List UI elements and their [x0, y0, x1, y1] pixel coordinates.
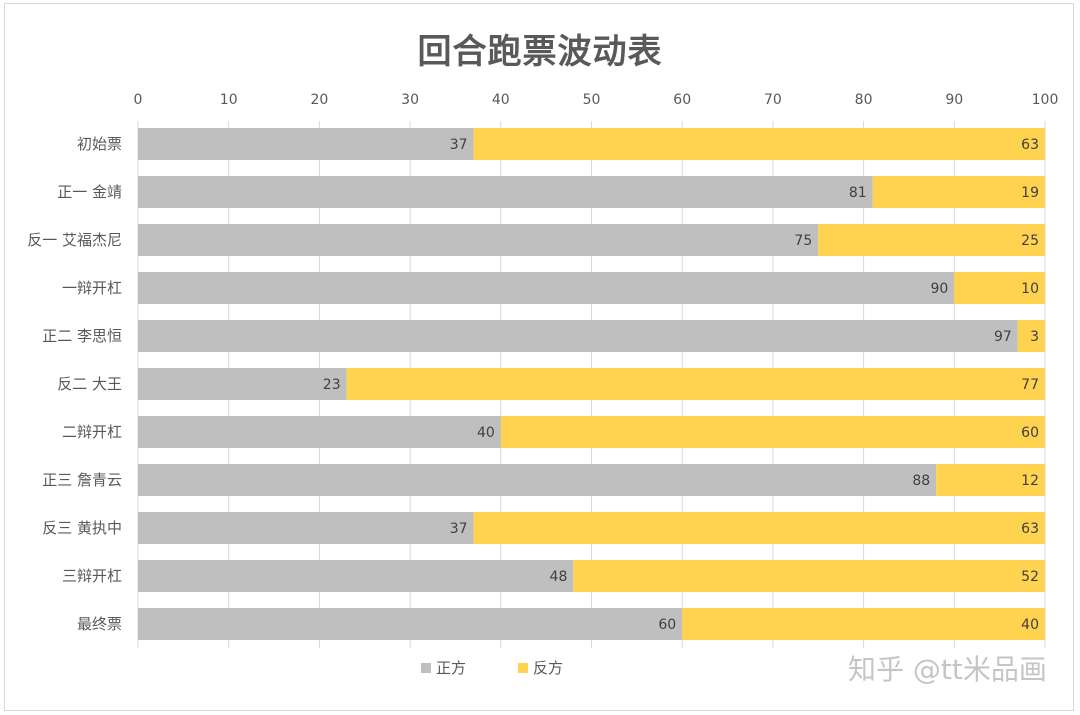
x-tick-label: 10: [220, 92, 238, 108]
bar-fanfang: [818, 224, 1045, 256]
x-tick-labels: 0 10 20 30 40 50 60 70 80 90 100: [134, 92, 1059, 108]
data-label-fanfang: 10: [1021, 281, 1039, 297]
watermark: 知乎 @tt米品画: [848, 653, 1047, 686]
bar-zhengfang: [138, 464, 937, 496]
data-label-zhengfang: 23: [323, 377, 341, 393]
bar-zhengfang: [138, 128, 474, 160]
x-tick-label: 90: [945, 92, 963, 108]
data-label-zhengfang: 40: [477, 425, 495, 441]
x-tick-label: 50: [583, 92, 601, 108]
legend-label-fanfang: 反方: [533, 659, 563, 677]
data-label-fanfang: 52: [1021, 569, 1039, 585]
bar-fanfang: [500, 416, 1045, 448]
x-tick-label: 30: [401, 92, 419, 108]
chart-title: 回合跑票波动表: [417, 32, 663, 72]
bar-fanfang: [872, 176, 1045, 208]
category-label: 正二 李思恒: [42, 327, 122, 345]
category-label: 三辩开杠: [62, 567, 122, 585]
bars: 37 63 81 19 75 25 90 10 97 3 23 77 40 60 88 12 37 63 48 52 6…: [138, 128, 1046, 640]
data-label-zhengfang: 97: [994, 329, 1012, 345]
category-label: 二辩开杠: [62, 423, 122, 441]
legend-label-zhengfang: 正方: [436, 659, 466, 677]
category-label: 反二 大王: [57, 375, 122, 393]
data-label-fanfang: 19: [1021, 185, 1039, 201]
bar-fanfang: [473, 128, 1046, 160]
bar-zhengfang: [138, 368, 347, 400]
data-label-zhengfang: 37: [450, 521, 468, 537]
bar-fanfang: [1017, 320, 1045, 352]
data-label-zhengfang: 88: [912, 473, 930, 489]
category-label: 反三 黄执中: [42, 519, 122, 537]
category-label: 正一 金靖: [57, 183, 122, 201]
bar-zhengfang: [138, 272, 955, 304]
data-label-fanfang: 77: [1021, 377, 1039, 393]
x-tick-label: 20: [310, 92, 328, 108]
bar-fanfang: [573, 560, 1045, 592]
bar-fanfang: [936, 464, 1045, 496]
bar-zhengfang: [138, 176, 873, 208]
x-tick-label: 100: [1032, 92, 1059, 108]
data-label-zhengfang: 37: [450, 137, 468, 153]
data-label-fanfang: 12: [1021, 473, 1039, 489]
category-label: 初始票: [77, 135, 122, 153]
bar-fanfang: [346, 368, 1045, 400]
data-label-fanfang: 63: [1021, 137, 1039, 153]
legend-swatch-fanfang: [518, 663, 528, 673]
data-label-zhengfang: 48: [550, 569, 568, 585]
legend: 正方 反方: [421, 659, 563, 677]
data-label-fanfang: 63: [1021, 521, 1039, 537]
bar-fanfang: [473, 512, 1046, 544]
data-label-fanfang: 40: [1021, 617, 1039, 633]
bar-fanfang: [954, 272, 1045, 304]
legend-swatch-zhengfang: [421, 663, 431, 673]
bar-fanfang: [682, 608, 1045, 640]
x-tick-label: 80: [855, 92, 873, 108]
bar-zhengfang: [138, 608, 683, 640]
x-tick-label: 70: [764, 92, 782, 108]
category-label: 最终票: [77, 615, 122, 633]
category-label: 一辩开杠: [62, 279, 122, 297]
data-label-zhengfang: 75: [794, 233, 812, 249]
category-label: 正三 詹青云: [42, 471, 122, 489]
category-label: 反一 艾福杰尼: [27, 231, 122, 249]
bar-zhengfang: [138, 512, 474, 544]
data-label-zhengfang: 90: [930, 281, 948, 297]
data-label-zhengfang: 81: [849, 185, 867, 201]
chart-frame: [4, 3, 1074, 711]
data-label-fanfang: 3: [1030, 329, 1039, 345]
x-tick-label: 0: [134, 92, 143, 108]
x-tick-label: 60: [673, 92, 691, 108]
bar-zhengfang: [138, 560, 574, 592]
bar-zhengfang: [138, 224, 819, 256]
bar-zhengfang: [138, 320, 1018, 352]
data-label-fanfang: 60: [1021, 425, 1039, 441]
bar-zhengfang: [138, 416, 501, 448]
data-label-fanfang: 25: [1021, 233, 1039, 249]
data-label-zhengfang: 60: [658, 617, 676, 633]
x-tick-label: 40: [492, 92, 510, 108]
